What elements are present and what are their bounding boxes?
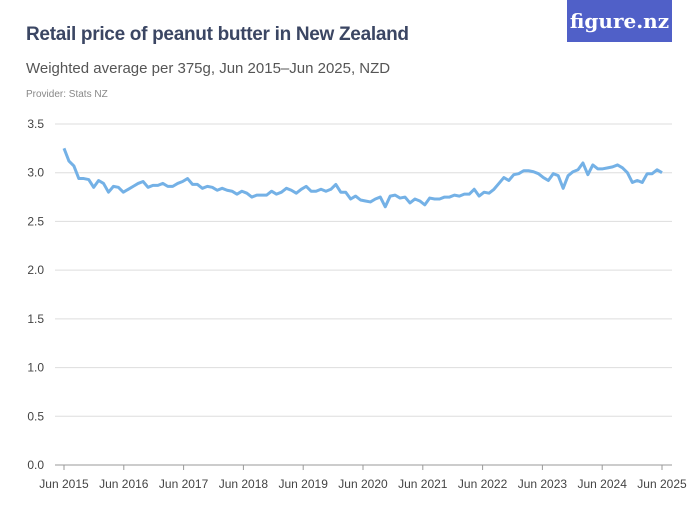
y-tick-label: 0.5 (27, 409, 44, 423)
y-tick-label: 2.5 (27, 214, 44, 228)
y-tick-label: 1.0 (27, 361, 44, 375)
x-tick-label: Jun 2016 (99, 477, 149, 491)
y-tick-label: 3.5 (27, 117, 44, 131)
x-tick-label: Jun 2023 (518, 477, 568, 491)
y-tick-label: 0.0 (27, 458, 44, 472)
chart-title: Retail price of peanut butter in New Zea… (26, 24, 409, 45)
x-tick-label: Jun 2024 (578, 477, 628, 491)
x-tick-label: Jun 2025 (637, 477, 687, 491)
x-tick-label: Jun 2022 (458, 477, 508, 491)
y-tick-label: 2.0 (27, 263, 44, 277)
y-tick-label: 3.0 (27, 166, 44, 180)
x-tick-label: Jun 2020 (338, 477, 388, 491)
x-tick-label: Jun 2018 (219, 477, 269, 491)
x-tick-label: Jun 2015 (39, 477, 89, 491)
x-tick-label: Jun 2021 (398, 477, 448, 491)
price-series-line (62, 147, 663, 209)
x-tick-label: Jun 2017 (159, 477, 209, 491)
provider-label: Provider: Stats NZ (26, 89, 108, 100)
y-tick-label: 1.5 (27, 312, 44, 326)
chart-subtitle: Weighted average per 375g, Jun 2015–Jun … (26, 60, 391, 77)
x-tick-label: Jun 2019 (279, 477, 329, 491)
figure-nz-logo[interactable]: figure.nz (567, 0, 672, 42)
